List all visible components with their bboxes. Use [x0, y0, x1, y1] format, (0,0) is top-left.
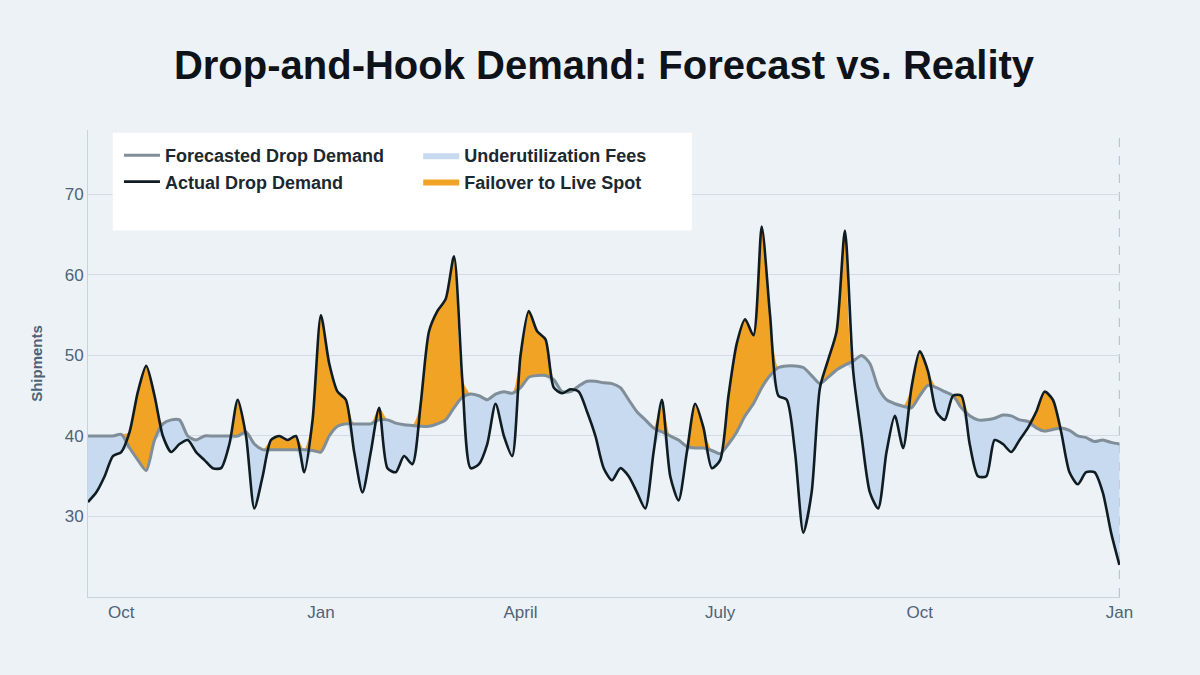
svg-text:Drop-and-Hook Demand: Forecast: Drop-and-Hook Demand: Forecast vs. Reali… — [174, 43, 1035, 87]
svg-text:50: 50 — [65, 346, 84, 365]
svg-text:Failover to Live Spot: Failover to Live Spot — [464, 173, 641, 193]
svg-text:Forecasted Drop Demand: Forecasted Drop Demand — [165, 146, 384, 166]
svg-text:30: 30 — [65, 507, 84, 526]
svg-text:Jan: Jan — [307, 603, 334, 622]
svg-text:July: July — [705, 603, 736, 622]
svg-text:April: April — [504, 603, 538, 622]
svg-text:Actual Drop Demand: Actual Drop Demand — [165, 173, 343, 193]
svg-text:Jan: Jan — [1106, 603, 1133, 622]
svg-text:40: 40 — [65, 427, 84, 446]
svg-text:60: 60 — [65, 266, 84, 285]
svg-text:Oct: Oct — [907, 603, 934, 622]
svg-text:Shipments: Shipments — [28, 325, 45, 402]
svg-text:70: 70 — [65, 185, 84, 204]
svg-text:Underutilization Fees: Underutilization Fees — [464, 146, 646, 166]
svg-text:Oct: Oct — [108, 603, 135, 622]
